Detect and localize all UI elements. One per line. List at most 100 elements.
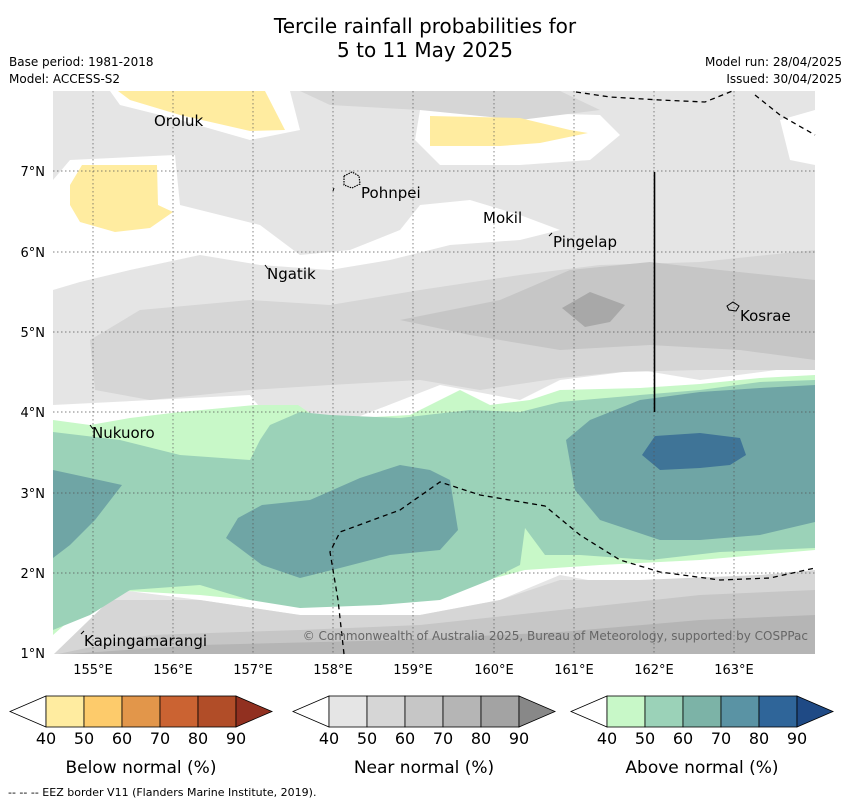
lon-label: 163°E xyxy=(714,663,754,678)
below-normal-west xyxy=(70,165,173,232)
legend-tick-label: 70 xyxy=(711,729,731,748)
white-gap-north xyxy=(53,155,560,290)
place-oroluk: Oroluk xyxy=(154,112,203,130)
legend-title: Below normal (%) xyxy=(66,758,217,778)
above-normal-legend: 40 50 60 70 80 90 Above normal (%) xyxy=(569,695,835,778)
legend-title: Near normal (%) xyxy=(354,758,494,778)
base-period: Base period: 1981-2018 xyxy=(9,55,154,69)
lon-label: 157°E xyxy=(233,663,273,678)
lon-label: 159°E xyxy=(393,663,433,678)
legend-swatch xyxy=(404,695,444,728)
legend-swatch xyxy=(83,695,123,728)
legend-tick-label: 40 xyxy=(36,729,56,748)
legend-tick-label: 60 xyxy=(112,729,132,748)
legend-tick-label: 70 xyxy=(150,729,170,748)
legend-tick-label: 60 xyxy=(673,729,693,748)
place-kapingamarangi: Kapingamarangi xyxy=(84,632,207,650)
run-info: Model run: 28/04/2025 Issued: 30/04/2025 xyxy=(705,54,842,88)
model-name: Model: ACCESS-S2 xyxy=(9,72,121,86)
legend-tick-label: 50 xyxy=(74,729,94,748)
map-title: Tercile rainfall probabilities for 5 to … xyxy=(0,14,850,62)
legend-min-triangle xyxy=(8,695,47,728)
place-mokil: Mokil xyxy=(483,209,522,227)
kapinga-marker xyxy=(80,630,85,635)
kosrae-island-icon xyxy=(726,301,740,312)
legend-tick-label: 90 xyxy=(787,729,807,748)
legend-max-triangle xyxy=(235,695,274,728)
legend-swatch xyxy=(720,695,760,728)
legend-tick-label: 40 xyxy=(319,729,339,748)
issued-date: Issued: 30/04/2025 xyxy=(726,72,842,86)
legend-tick-label: 50 xyxy=(635,729,655,748)
place-ngatik: Ngatik xyxy=(267,265,316,283)
legend-tick-label: 90 xyxy=(509,729,529,748)
model-info: Base period: 1981-2018 Model: ACCESS-S2 xyxy=(9,54,154,88)
pohnpei-island-icon xyxy=(343,171,361,189)
lat-label: 5°N xyxy=(21,326,46,341)
lon-label: 155°E xyxy=(73,663,113,678)
legend-swatch xyxy=(758,695,798,728)
legend-max-triangle xyxy=(796,695,835,728)
legend-swatch xyxy=(159,695,199,728)
legend-swatch xyxy=(682,695,722,728)
legend-swatch xyxy=(442,695,482,728)
lat-label: 6°N xyxy=(21,246,46,261)
lat-label: 4°N xyxy=(21,406,46,421)
legend-swatch xyxy=(121,695,161,728)
pohnpei-marker xyxy=(332,187,335,192)
above-normal-70-80-core xyxy=(642,433,746,470)
legend-max-triangle xyxy=(518,695,557,728)
legend-swatch xyxy=(480,695,520,728)
lat-label: 3°N xyxy=(21,487,46,502)
white-gap-ne2 xyxy=(780,110,815,165)
legend-tick-label: 40 xyxy=(597,729,617,748)
legends: 40 50 60 70 80 90 Below normal (%) 40 50 60 70 80 90… xyxy=(8,695,835,778)
near-normal-band-top xyxy=(300,91,600,120)
above-normal-60-70-centre xyxy=(226,465,458,578)
lat-label: 7°N xyxy=(21,165,46,180)
lon-label: 158°E xyxy=(313,663,353,678)
below-normal-oroluk xyxy=(118,91,285,131)
above-normal-60-70-west xyxy=(53,470,122,558)
eez-border xyxy=(329,89,816,655)
pingelap-marker xyxy=(548,232,553,237)
ngatik-marker xyxy=(264,264,269,270)
model-run: Model run: 28/04/2025 xyxy=(704,55,842,69)
lat-label: 2°N xyxy=(21,567,46,582)
place-nukuoro: Nukuoro xyxy=(92,424,155,442)
lon-label: 161°E xyxy=(554,663,594,678)
below-normal-ne xyxy=(430,116,588,146)
legend-tick-label: 70 xyxy=(433,729,453,748)
legend-swatch xyxy=(45,695,85,728)
copyright-note: © Commonwealth of Australia 2025, Bureau… xyxy=(303,629,808,643)
lon-label: 162°E xyxy=(634,663,674,678)
eez-footnote: -- -- -- EEZ border V11 (Flanders Marine… xyxy=(8,786,317,799)
title-line-1: Tercile rainfall probabilities for xyxy=(273,14,577,38)
legend-swatch xyxy=(644,695,684,728)
map-area xyxy=(53,91,815,654)
legend-tick-label: 50 xyxy=(357,729,377,748)
legend-swatch xyxy=(197,695,237,728)
legend-tick-label: 90 xyxy=(226,729,246,748)
lon-label: 156°E xyxy=(153,663,193,678)
near-normal-south-3 xyxy=(67,615,815,654)
legend-tick-label: 80 xyxy=(471,729,491,748)
below-normal-legend: 40 50 60 70 80 90 Below normal (%) xyxy=(8,695,274,778)
near-normal-legend: 40 50 60 70 80 90 Near normal (%) xyxy=(291,695,557,778)
title-line-2: 5 to 11 May 2025 xyxy=(337,38,513,62)
place-kosrae: Kosrae xyxy=(740,307,791,325)
lat-label: 1°N xyxy=(21,647,46,662)
nukuoro-marker xyxy=(89,424,94,430)
legend-swatch xyxy=(606,695,646,728)
legend-tick-label: 60 xyxy=(395,729,415,748)
legend-swatch xyxy=(366,695,406,728)
legend-swatch xyxy=(328,695,368,728)
graticule xyxy=(53,91,815,654)
lon-label: 160°E xyxy=(474,663,514,678)
legend-min-triangle xyxy=(291,695,330,728)
legend-tick-label: 80 xyxy=(749,729,769,748)
legend-min-triangle xyxy=(569,695,608,728)
legend-title: Above normal (%) xyxy=(625,758,778,778)
place-pingelap: Pingelap xyxy=(553,233,617,251)
